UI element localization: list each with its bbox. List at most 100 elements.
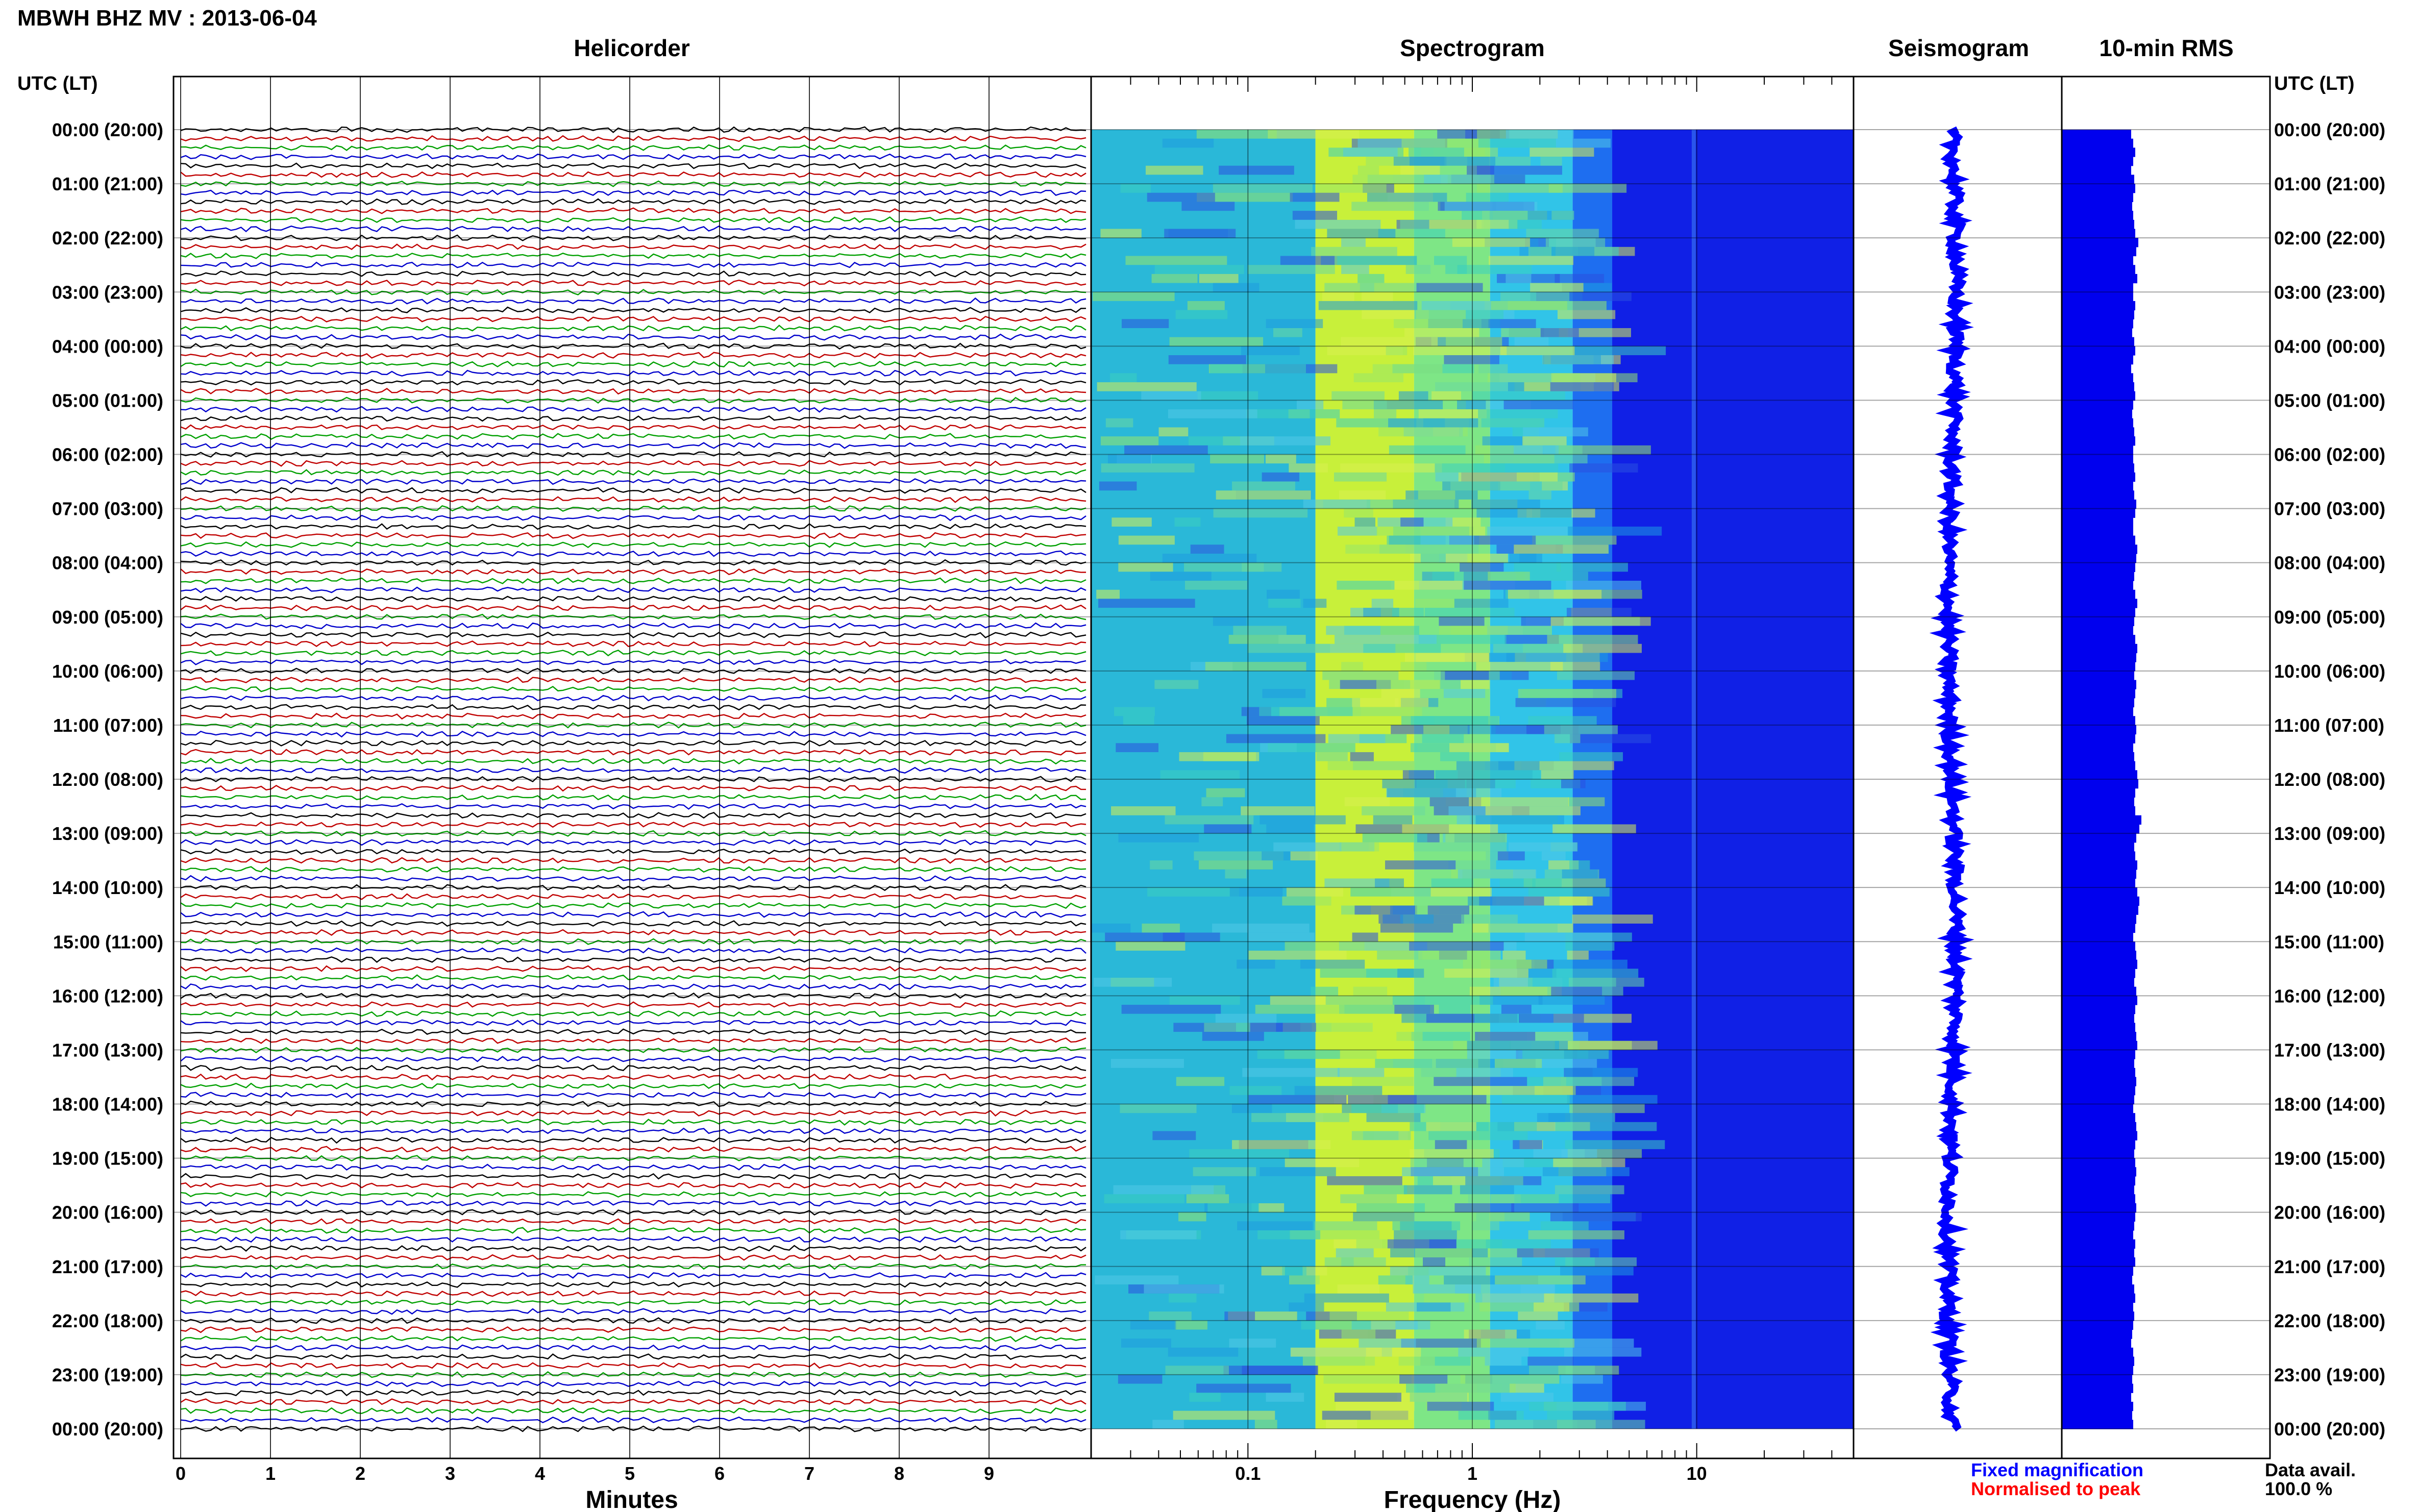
legend-fixed-magnification: Fixed magnification xyxy=(1971,1459,2143,1480)
spectrogram-cell xyxy=(1474,770,1541,779)
spectrogram-cell xyxy=(1145,165,1203,175)
spectrogram-cell xyxy=(1353,373,1403,383)
spectrogram-cell xyxy=(1402,770,1435,779)
spectrogram-cell xyxy=(1248,932,1315,942)
spectrogram-cell xyxy=(1282,1266,1306,1276)
time-label-right: 12:00 (08:00) xyxy=(2274,769,2385,790)
rms-bar xyxy=(2062,1167,2136,1177)
rms-bar xyxy=(2062,274,2137,284)
spectrogram-cell xyxy=(1324,1257,1354,1267)
helicorder-trace xyxy=(180,695,1087,702)
rms-bar xyxy=(2062,589,2135,599)
spectrogram-cell xyxy=(1118,833,1199,842)
rms-bar xyxy=(2062,192,2133,203)
helicorder-trace xyxy=(180,685,1087,692)
spectrogram-cell xyxy=(1362,310,1429,319)
rms-bar xyxy=(2062,698,2134,708)
spectrogram-cell xyxy=(1479,996,1543,1005)
rms-bar xyxy=(2062,761,2135,771)
rms-bar xyxy=(2062,1023,2135,1032)
rms-bar xyxy=(2062,1212,2135,1222)
spectrogram-cell xyxy=(1259,707,1353,716)
time-label-left: 15:00 (11:00) xyxy=(53,931,163,952)
rms-bar xyxy=(2062,265,2135,275)
rms-bar xyxy=(2062,1230,2133,1240)
spectrogram-cell xyxy=(1210,454,1264,464)
rms-bar xyxy=(2062,680,2136,689)
helicorder-trace xyxy=(180,1236,1087,1243)
spectrogram-cell xyxy=(1354,517,1375,527)
spectrogram-cell xyxy=(1206,788,1245,798)
spectrogram-cell xyxy=(1100,229,1142,238)
time-label-right: 11:00 (07:00) xyxy=(2274,715,2384,736)
spectrogram-cell xyxy=(1363,643,1441,653)
spectrogram-cell xyxy=(1323,1374,1412,1384)
minute-tick-label: 0 xyxy=(176,1463,186,1484)
spectrogram-cell xyxy=(1144,1284,1224,1294)
rms-bar xyxy=(2062,1401,2133,1411)
spectrogram-cell xyxy=(1162,138,1214,148)
helicorder-trace xyxy=(180,342,1087,350)
spectrogram-cell xyxy=(1458,472,1558,482)
spectrogram-cell xyxy=(1500,1393,1554,1402)
spectrogram-cell xyxy=(1394,1230,1457,1240)
helicorder-trace xyxy=(180,676,1087,683)
spectrogram-cell xyxy=(1450,481,1531,491)
helicorder-trace xyxy=(180,1398,1087,1405)
spectrogram-cell xyxy=(1498,761,1540,771)
spectrogram-heatmap xyxy=(1091,130,1854,1429)
spectrogram-cell xyxy=(1229,1086,1282,1095)
spectrogram-cell xyxy=(1569,1104,1645,1113)
spectrogram-cell xyxy=(1563,643,1642,653)
minute-tick-label: 4 xyxy=(535,1463,545,1484)
spectrogram-cell xyxy=(1201,797,1223,807)
spectrogram-cell xyxy=(1363,608,1399,617)
helicorder-trace xyxy=(180,441,1087,449)
spectrogram-cell xyxy=(1168,1347,1239,1357)
spectrogram-cell xyxy=(1105,932,1185,942)
spectrogram-cell xyxy=(1489,1212,1530,1222)
spectrogram-cell xyxy=(1205,662,1306,671)
helicorder-trace xyxy=(180,604,1087,611)
spectrogram-cell xyxy=(1532,878,1562,888)
helicorder-trace xyxy=(180,1362,1087,1369)
spectrogram-cell xyxy=(1509,842,1577,852)
helicorder-trace xyxy=(180,261,1087,268)
spectrogram-cell xyxy=(1559,752,1623,761)
spectrogram-cell xyxy=(1435,382,1516,391)
spectrogram-cell xyxy=(1566,608,1632,617)
spectrogram-cell xyxy=(1098,599,1195,608)
spectrogram-cell xyxy=(1504,635,1559,644)
spectrogram-cell xyxy=(1469,797,1569,807)
spectrogram-cell xyxy=(1462,211,1528,220)
spectrogram-cell xyxy=(1410,1149,1494,1158)
spectrogram-cell xyxy=(1495,1275,1586,1285)
spectrogram-cell xyxy=(1373,400,1443,410)
spectrogram-cell xyxy=(1514,337,1549,346)
spectrogram-cell xyxy=(1152,1420,1184,1429)
spectrogram-cell xyxy=(1225,869,1247,879)
spectrogram-cell xyxy=(1169,337,1264,346)
spectrogram-cell xyxy=(1388,1095,1487,1104)
spectrogram-cell xyxy=(1357,165,1379,175)
spectrogram-cell xyxy=(1319,1356,1375,1366)
helicorder-trace xyxy=(180,631,1087,638)
spectrogram-cell xyxy=(1554,1257,1595,1267)
spectrogram-cell xyxy=(1406,1383,1436,1393)
spectrogram-cell xyxy=(1334,472,1387,482)
spectrogram-cell xyxy=(1439,616,1485,626)
spectrogram-cell xyxy=(1550,616,1651,626)
spectrogram-cell xyxy=(1100,436,1159,445)
spectrogram-cell xyxy=(1402,1167,1504,1176)
spectrogram-cell xyxy=(1168,409,1257,418)
rms-bar xyxy=(2062,905,2138,915)
helicorder-trace xyxy=(180,333,1087,341)
helicorder-trace xyxy=(180,288,1087,295)
rms-bar xyxy=(2062,346,2135,356)
spectrogram-cell xyxy=(1540,328,1579,337)
rms-bar xyxy=(2062,662,2135,672)
helicorder-trace xyxy=(180,1073,1087,1081)
spectrogram-cell xyxy=(1142,923,1180,933)
spectrogram-cell xyxy=(1568,526,1662,536)
